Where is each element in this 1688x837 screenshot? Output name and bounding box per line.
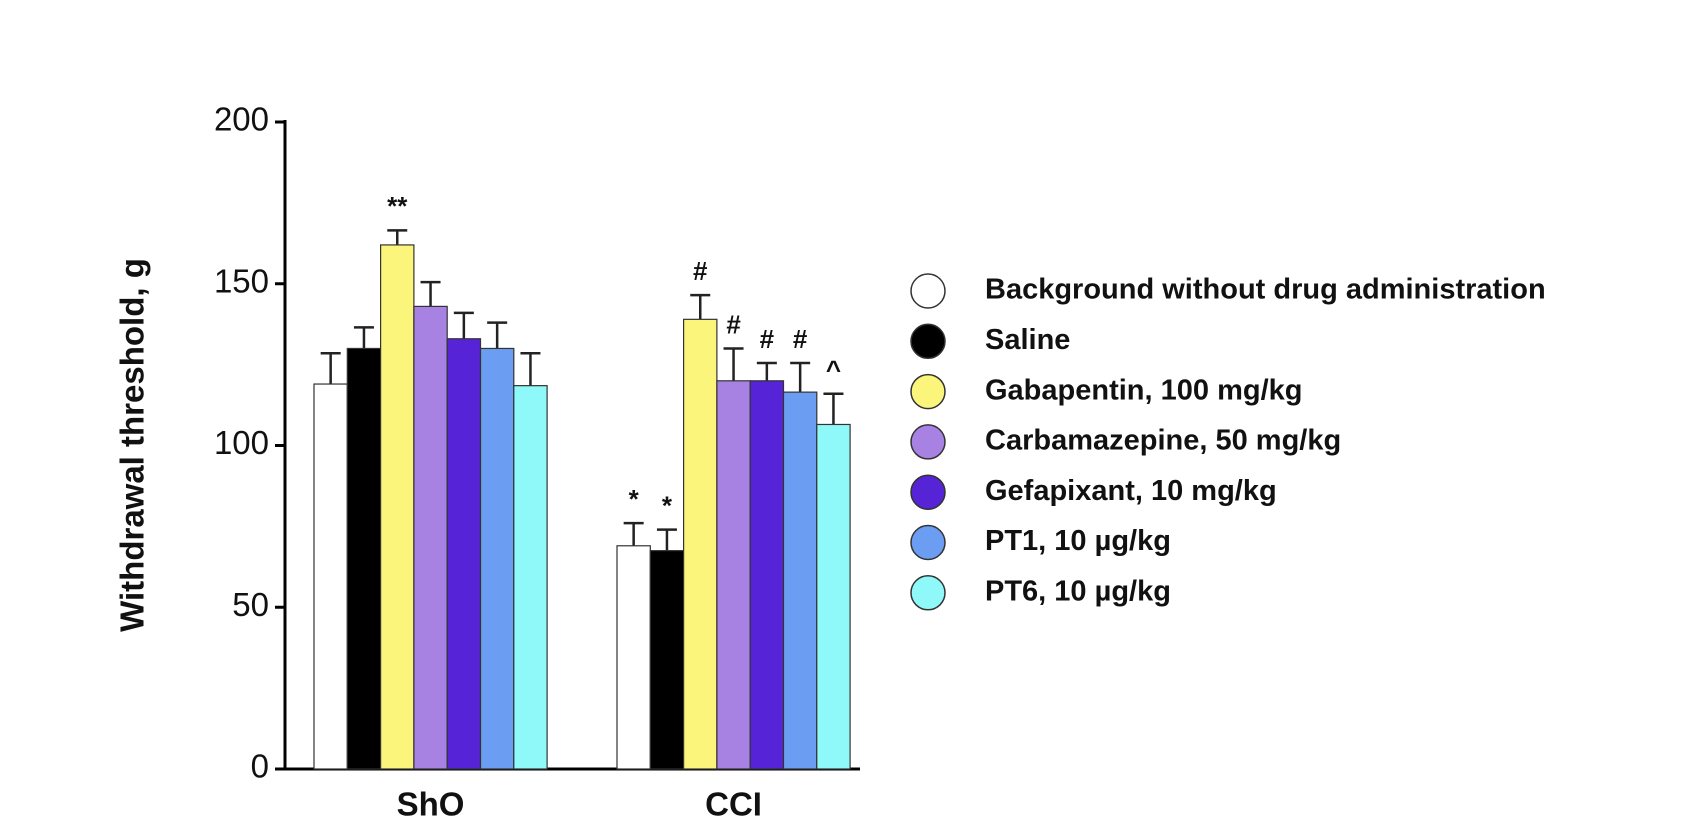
y-tick-label: 150 [214,262,269,299]
legend-label: Carbamazepine, 50 mg/kg [985,425,1341,457]
x-tick-label: CCI [705,786,762,823]
y-tick-label: 0 [251,748,269,785]
legend-label: PT6, 10 µg/kg [985,575,1171,607]
bar [716,380,751,770]
legend-label: Background without drug administration [985,274,1546,306]
bar [380,244,415,770]
bar [649,550,685,770]
bar [782,391,818,770]
bar [513,385,548,770]
bar [413,305,448,770]
bar [346,347,382,770]
significance-mark: * [629,484,640,514]
significance-mark: # [726,309,741,339]
bar [313,383,348,770]
legend-label: Saline [985,324,1070,356]
bar [749,380,785,770]
legend-label: Gefapixant, 10 mg/kg [985,475,1277,507]
legend-label: Gabapentin, 100 mg/kg [985,374,1302,406]
significance-mark: # [793,324,808,354]
legend-swatch [910,323,946,360]
legend-swatch [910,524,946,561]
bar [816,423,851,770]
x-tick-label: ShO [397,786,465,823]
significance-mark: # [693,256,708,286]
legend-swatch [910,424,946,460]
bar [446,338,482,770]
bar [479,347,515,770]
significance-mark: ^ [826,355,841,385]
y-tick-label: 100 [214,424,269,461]
y-axis-label: Withdrawal threshold, g [114,258,151,632]
bar [682,318,718,770]
significance-mark: ** [387,191,408,221]
y-tick-label: 50 [232,586,269,623]
y-tick-label: 200 [214,101,269,138]
legend-swatch [910,373,946,410]
bar [616,545,651,770]
legend-swatch [910,273,946,309]
legend-label: PT1, 10 µg/kg [985,525,1171,557]
legend-swatch [910,474,946,510]
legend-swatch [910,575,946,611]
significance-mark: * [662,490,673,520]
significance-mark: # [760,324,775,354]
